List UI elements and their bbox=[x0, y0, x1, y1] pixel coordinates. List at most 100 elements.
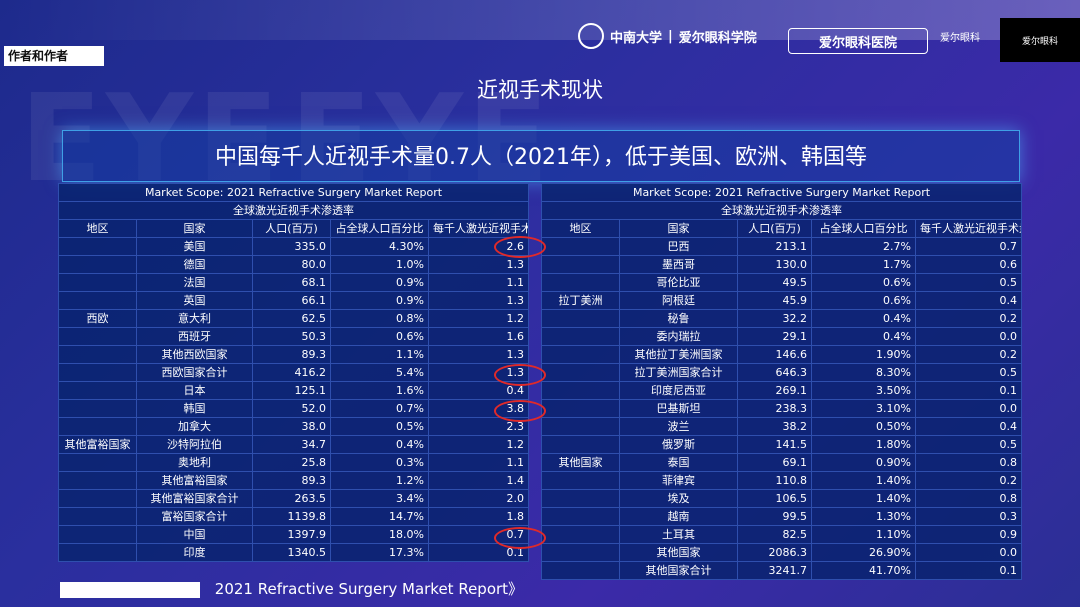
region-cell bbox=[58, 453, 137, 472]
aier-badge-logo: 爱尔眼科 bbox=[1000, 18, 1080, 62]
table-row: 西欧 意大利 62.5 0.8% 1.2 bbox=[58, 309, 529, 328]
rate-cell: 0.2 bbox=[915, 309, 1022, 328]
rate-cell: 0.5 bbox=[915, 273, 1022, 292]
country-cell: 其他国家合计 bbox=[619, 561, 738, 580]
country-cell: 中国 bbox=[136, 525, 253, 544]
population-cell: 146.6 bbox=[737, 345, 812, 364]
country-cell: 其他拉丁美洲国家 bbox=[619, 345, 738, 364]
population-cell: 38.0 bbox=[252, 417, 331, 436]
region-cell bbox=[541, 489, 620, 508]
population-cell: 32.2 bbox=[737, 309, 812, 328]
country-cell: 泰国 bbox=[619, 453, 738, 472]
region-cell bbox=[541, 417, 620, 436]
country-cell: 西欧国家合计 bbox=[136, 363, 253, 382]
column-header: 国家 bbox=[136, 219, 253, 238]
table-row: 美国 335.0 4.30% 2.6 bbox=[58, 237, 529, 256]
country-cell: 沙特阿拉伯 bbox=[136, 435, 253, 454]
rate-cell: 1.2 bbox=[428, 435, 529, 454]
column-header: 人口(百万) bbox=[737, 219, 812, 238]
population-cell: 52.0 bbox=[252, 399, 331, 418]
region-cell bbox=[541, 543, 620, 562]
region-cell bbox=[58, 255, 137, 274]
table-row: 秘鲁 32.2 0.4% 0.2 bbox=[541, 309, 1022, 328]
table-row: 拉丁美洲 阿根廷 45.9 0.6% 0.4 bbox=[541, 291, 1022, 310]
watermark: 作者和作者 bbox=[4, 46, 104, 66]
population-cell: 106.5 bbox=[737, 489, 812, 508]
percent-cell: 0.6% bbox=[330, 327, 429, 346]
aier-eye-text: 爱尔眼科 bbox=[940, 32, 980, 44]
region-cell bbox=[58, 345, 137, 364]
region-cell bbox=[541, 471, 620, 490]
percent-cell: 0.6% bbox=[811, 291, 916, 310]
rate-cell: 0.2 bbox=[915, 471, 1022, 490]
population-cell: 335.0 bbox=[252, 237, 331, 256]
table-row: 哥伦比亚 49.5 0.6% 0.5 bbox=[541, 273, 1022, 292]
csu-logo-text: 中南大学 bbox=[610, 30, 663, 46]
country-cell: 印度 bbox=[136, 543, 253, 562]
region-cell: 其他富裕国家 bbox=[58, 435, 137, 454]
table-row: 其他国家合计 3241.7 41.70% 0.1 bbox=[541, 561, 1022, 580]
table-row: 菲律宾 110.8 1.40% 0.2 bbox=[541, 471, 1022, 490]
rate-cell: 1.8 bbox=[428, 507, 529, 526]
table-row: 委内瑞拉 29.1 0.4% 0.0 bbox=[541, 327, 1022, 346]
region-cell bbox=[541, 561, 620, 580]
country-cell: 美国 bbox=[136, 237, 253, 256]
region-cell bbox=[541, 327, 620, 346]
region-cell: 其他国家 bbox=[541, 453, 620, 472]
region-cell bbox=[541, 309, 620, 328]
redacted-block bbox=[60, 581, 200, 598]
rate-cell: 0.0 bbox=[915, 327, 1022, 346]
rate-cell: 0.1 bbox=[915, 561, 1022, 580]
country-cell: 韩国 bbox=[136, 399, 253, 418]
region-cell bbox=[58, 471, 137, 490]
population-cell: 130.0 bbox=[737, 255, 812, 274]
footer-text: 2021 Refractive Surgery Market Report》 bbox=[214, 580, 524, 598]
column-header: 每千人激光近视手术量 bbox=[915, 219, 1022, 238]
population-cell: 238.3 bbox=[737, 399, 812, 418]
population-cell: 99.5 bbox=[737, 507, 812, 526]
percent-cell: 3.50% bbox=[811, 381, 916, 400]
table-row: 加拿大 38.0 0.5% 2.3 bbox=[58, 417, 529, 436]
population-cell: 3241.7 bbox=[737, 561, 812, 580]
country-cell: 印度尼西亚 bbox=[619, 381, 738, 400]
rate-cell: 0.8 bbox=[915, 453, 1022, 472]
region-cell bbox=[541, 345, 620, 364]
rate-cell: 0.9 bbox=[915, 525, 1022, 544]
table-row: 巴西 213.1 2.7% 0.7 bbox=[541, 237, 1022, 256]
table-subcaption: 全球激光近视手术渗透率 bbox=[541, 201, 1022, 220]
country-cell: 阿根廷 bbox=[619, 291, 738, 310]
percent-cell: 14.7% bbox=[330, 507, 429, 526]
rate-cell: 0.2 bbox=[915, 345, 1022, 364]
rate-cell: 1.3 bbox=[428, 255, 529, 274]
table-row: 波兰 38.2 0.50% 0.4 bbox=[541, 417, 1022, 436]
population-cell: 29.1 bbox=[737, 327, 812, 346]
rate-cell: 1.3 bbox=[428, 345, 529, 364]
region-cell bbox=[541, 381, 620, 400]
country-cell: 其他国家 bbox=[619, 543, 738, 562]
table-row: 印度尼西亚 269.1 3.50% 0.1 bbox=[541, 381, 1022, 400]
population-cell: 69.1 bbox=[737, 453, 812, 472]
country-cell: 西班牙 bbox=[136, 327, 253, 346]
column-header: 地区 bbox=[541, 219, 620, 238]
percent-cell: 1.90% bbox=[811, 345, 916, 364]
percent-cell: 3.4% bbox=[330, 489, 429, 508]
highlight-circle-west-europe bbox=[494, 364, 546, 386]
population-cell: 1340.5 bbox=[252, 543, 331, 562]
rate-cell: 1.1 bbox=[428, 273, 529, 292]
percent-cell: 1.80% bbox=[811, 435, 916, 454]
region-cell bbox=[58, 363, 137, 382]
region-cell bbox=[541, 255, 620, 274]
percent-cell: 1.7% bbox=[811, 255, 916, 274]
rate-cell: 0.5 bbox=[915, 435, 1022, 454]
csu-logo: 中南大学 | 爱尔眼科学院 bbox=[578, 18, 757, 54]
rate-cell: 1.3 bbox=[428, 291, 529, 310]
rate-cell: 0.1 bbox=[915, 381, 1022, 400]
rate-cell: 1.6 bbox=[428, 327, 529, 346]
population-cell: 25.8 bbox=[252, 453, 331, 472]
percent-cell: 8.30% bbox=[811, 363, 916, 382]
rate-cell: 1.4 bbox=[428, 471, 529, 490]
country-cell: 其他西欧国家 bbox=[136, 345, 253, 364]
percent-cell: 41.70% bbox=[811, 561, 916, 580]
population-cell: 1397.9 bbox=[252, 525, 331, 544]
aier-hospital-text: 爱尔眼科医院 bbox=[818, 35, 897, 51]
